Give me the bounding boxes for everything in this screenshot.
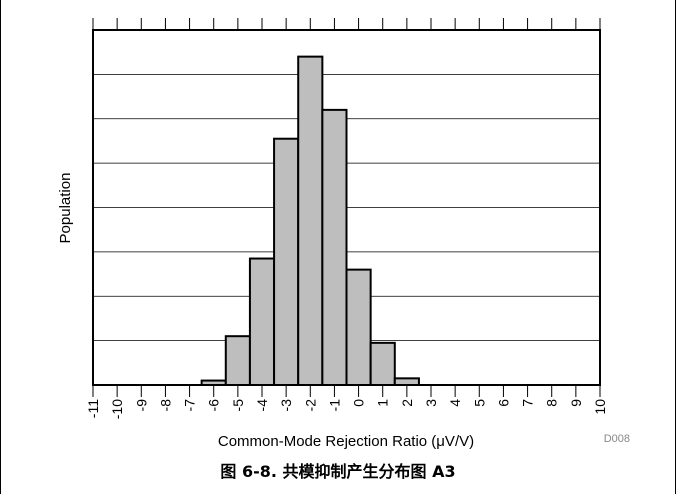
- figure-caption: 图 6-8. 共模抑制产生分布图 A3: [220, 462, 456, 481]
- histogram-bar: [369, 341, 396, 386]
- y-axis-label: Population: [57, 173, 74, 244]
- x-tick-label: -10: [109, 399, 125, 419]
- x-tick-label: -2: [302, 399, 318, 412]
- histogram-bar: [273, 137, 300, 386]
- x-tick-label: -9: [133, 399, 149, 412]
- histogram-bar: [224, 335, 251, 386]
- x-tick-label: 3: [423, 399, 439, 407]
- x-tick-label: 4: [447, 399, 463, 407]
- x-tick-label: -11: [85, 399, 101, 418]
- x-tick-label: -7: [182, 399, 198, 412]
- histogram-bar: [321, 108, 348, 386]
- x-tick-label: 8: [544, 399, 560, 407]
- x-tick-label: 10: [592, 399, 608, 415]
- x-tick-label: 5: [471, 399, 487, 407]
- x-tick-label: -3: [278, 399, 294, 412]
- x-tick-label: 9: [568, 399, 584, 407]
- x-tick-label: 7: [520, 399, 536, 407]
- x-tick-label: -6: [206, 399, 222, 412]
- x-tick-label: -4: [254, 399, 270, 412]
- ticks-layer: -11 -10 -9 -8 -7 -6 -5 -4 -3 -2 -1 0 1 2 3 4 5 6 7 8 9 10: [85, 18, 608, 419]
- bars-layer: [200, 55, 420, 386]
- x-axis-label: Common-Mode Rejection Ratio (μV/V): [218, 433, 474, 450]
- histogram-bar: [248, 257, 276, 386]
- x-tick-label: 1: [375, 399, 391, 407]
- x-tick-label: -5: [230, 399, 246, 412]
- x-tick-label: 0: [351, 399, 367, 407]
- figure-id: D008: [604, 433, 630, 445]
- plot-border: [92, 29, 601, 386]
- x-tick-label: -8: [157, 399, 173, 412]
- x-tick-label: 2: [399, 399, 415, 407]
- histogram-bar: [297, 55, 324, 386]
- histogram-bar: [345, 268, 372, 386]
- x-tick-label: 6: [495, 399, 511, 407]
- x-tick-label: -1: [326, 399, 342, 412]
